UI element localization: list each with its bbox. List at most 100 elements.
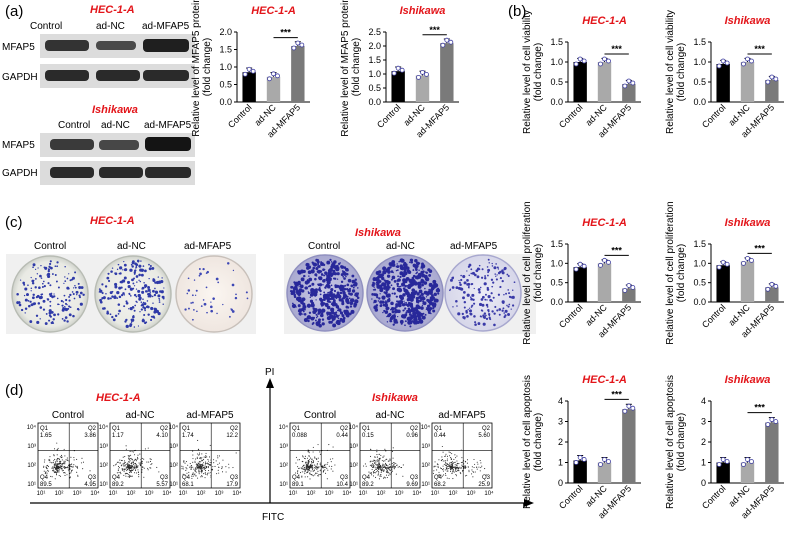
flow-event [467,466,469,468]
flow-event [394,465,396,467]
data-point [399,67,405,73]
colony [375,270,380,275]
colony [346,283,350,287]
quadrant-label: 68.1 [182,482,194,488]
colony [493,323,496,327]
flow-event [201,468,203,470]
flow-event [127,468,129,470]
colony [61,304,64,307]
y-axis-label: Relative level of cell proliferation(fol… [665,201,687,344]
colony [396,282,399,286]
colony [122,292,125,295]
flow-event [208,472,210,474]
flow-event [125,445,127,447]
flow-event [308,459,311,461]
colony [412,269,415,272]
flow-event [380,474,382,476]
y-tick-label: 1.0 [219,62,232,72]
colony [390,270,393,273]
colony [379,284,382,288]
colony [334,294,339,298]
flow-event [61,459,63,461]
colony [114,314,118,318]
flow-event [44,473,46,475]
flow-event [441,456,443,458]
flow-event [156,466,158,468]
flow-event [228,467,230,469]
colony [392,271,394,274]
flow-plot-frame [179,422,241,489]
colony [427,311,431,314]
flow-event [463,467,465,469]
colony [491,285,494,288]
quadrant-label: 0.15 [362,433,374,439]
data-point [573,460,579,465]
flow-event [334,464,336,466]
flow-event [195,475,197,477]
flow-event [450,458,452,460]
colony [298,288,303,293]
colony [22,281,25,285]
colony [318,277,321,280]
flow-event [44,459,46,461]
colony [388,262,393,267]
colony [68,295,71,298]
flow-event [382,460,385,462]
colony [78,294,81,297]
flow-event [398,466,400,468]
flow-event [194,467,196,469]
flow-event [208,464,210,466]
flow-event [315,467,317,469]
colony [148,267,152,271]
colony [149,291,152,293]
flow-plot-frame [37,422,99,489]
colony [107,297,110,300]
flow-event [316,472,318,474]
colony [397,275,399,278]
colony [114,294,116,297]
flow-event [56,463,58,465]
colony [74,271,77,274]
flow-event [127,466,129,468]
flow-event [123,469,125,471]
colony [139,268,143,272]
flow-plot-frame [431,422,493,489]
flow-event [468,471,470,473]
flow-x-tick: 10³ [467,491,476,497]
colony [507,289,510,291]
colony [498,313,501,316]
y-tick-label: 0.5 [693,77,706,87]
colony [373,299,377,304]
colony [37,302,41,305]
colony [473,315,476,318]
flow-event [149,458,151,460]
flow-x-tick: 10⁴ [484,490,494,497]
colony [313,307,318,313]
flow-event [453,458,455,461]
data-point [577,455,583,460]
flow-event [192,461,194,463]
flow-event [466,474,468,476]
data-point [602,257,607,263]
colony [432,279,437,284]
colony [56,265,59,268]
flow-event [120,459,123,461]
colony [330,288,334,292]
colony [110,270,113,273]
pi-axis-label: PI [265,367,274,378]
flow-event [305,463,307,466]
flow-event [185,469,187,472]
flow-event [186,472,188,474]
colony [334,267,338,270]
flow-event [369,461,371,463]
quadrant-label: 9.69 [406,482,418,488]
flow-event [119,462,121,464]
flow-x-tick: 10² [127,491,136,497]
flow-event [457,462,459,464]
colony [135,267,137,269]
colony [340,265,345,269]
flow-event [443,474,445,476]
flow-event [324,472,327,474]
